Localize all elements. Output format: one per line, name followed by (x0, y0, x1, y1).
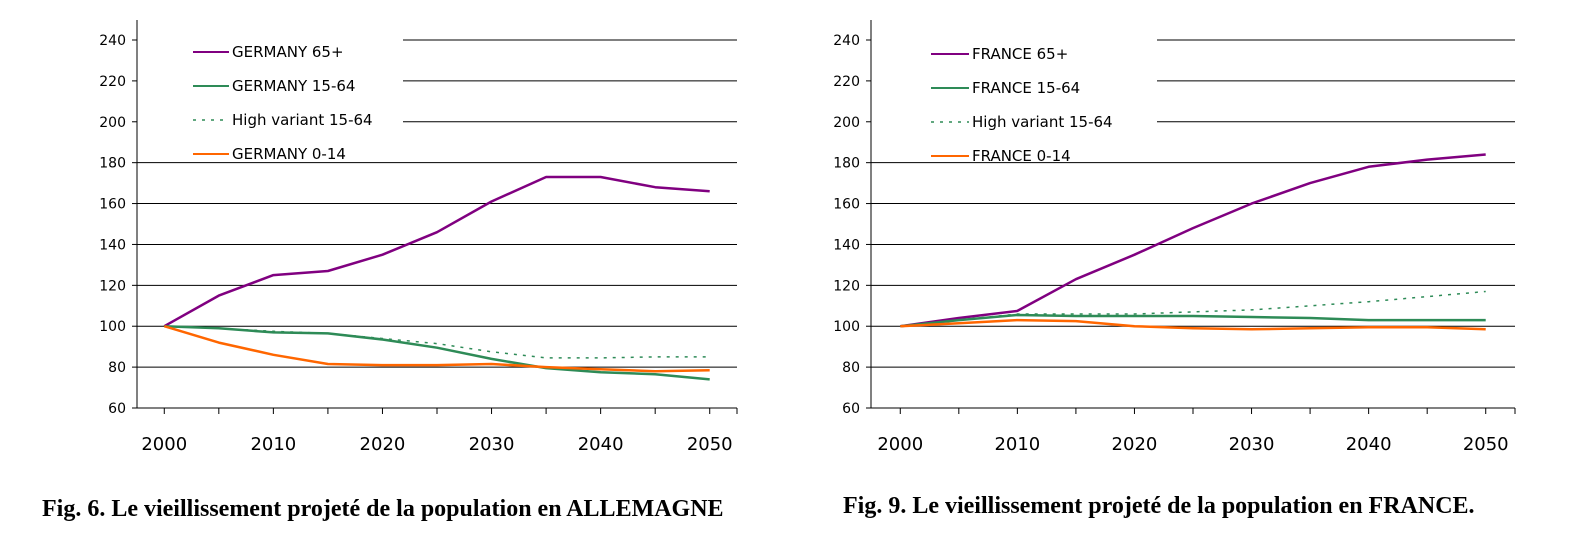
series-line-4 (900, 318, 1486, 331)
legend-label: GERMANY 65+ (232, 43, 344, 61)
y-tick-label: 180 (833, 156, 860, 172)
y-tick-label: 60 (842, 401, 860, 417)
x-tick-label: 2000 (877, 434, 923, 455)
y-tick-label: 180 (99, 156, 126, 172)
x-tick-label: 2050 (1463, 434, 1509, 455)
y-tick-label: 120 (99, 278, 126, 294)
x-tick-label: 2010 (250, 434, 296, 455)
legend-label: FRANCE 15-64 (972, 79, 1080, 97)
chart-2: 60 80 100 120 140 160 180 200 220 240 2000 2010 2020… (833, 20, 1516, 519)
x-tick-label: 2040 (1346, 434, 1392, 455)
x-tick-label: 2030 (469, 434, 515, 455)
y-tick-label: 160 (99, 197, 126, 213)
y-tick-label: 80 (842, 360, 860, 376)
legend-label: FRANCE 65+ (972, 45, 1068, 63)
figure-caption: Fig. 9. Le vieillissement projeté de la … (843, 493, 1475, 519)
y-tick-label: 100 (833, 319, 860, 335)
y-tick-label: 80 (108, 360, 126, 376)
series-line-3 (900, 290, 1486, 327)
series-line-1 (900, 153, 1486, 328)
legend-label: High variant 15-64 (972, 113, 1113, 131)
chart-1: 60 80 100 120 140 160 180 200 220 240 2000 2010 2020… (42, 20, 738, 522)
y-tick-label: 220 (99, 74, 126, 90)
x-tick-label: 2010 (994, 434, 1040, 455)
y-tick-label: 220 (833, 74, 860, 90)
x-tick-label: 2050 (687, 434, 733, 455)
x-tick-label: 2040 (578, 434, 624, 455)
y-tick-label: 100 (99, 319, 126, 335)
y-tick-label: 200 (833, 115, 860, 131)
y-tick-label: 240 (99, 33, 126, 49)
y-tick-label: 160 (833, 197, 860, 213)
series-line-1 (163, 175, 710, 328)
y-tick-label: 60 (108, 401, 126, 417)
y-tick-label: 120 (833, 278, 860, 294)
y-tick-label: 200 (99, 115, 126, 131)
x-tick-label: 2020 (1112, 434, 1158, 455)
series-line-3 (164, 325, 710, 359)
legend-label: FRANCE 0-14 (972, 147, 1071, 165)
legend-label: GERMANY 15-64 (232, 77, 355, 95)
legend-label: GERMANY 0-14 (232, 145, 346, 163)
legend-label: High variant 15-64 (232, 111, 373, 129)
x-tick-label: 2020 (360, 434, 406, 455)
y-tick-label: 240 (833, 33, 860, 49)
y-tick-label: 140 (99, 237, 126, 253)
series-line-4 (163, 325, 710, 373)
x-tick-label: 2030 (1229, 434, 1275, 455)
y-tick-label: 140 (833, 237, 860, 253)
series-line-2 (900, 313, 1486, 328)
x-tick-label: 2000 (141, 434, 187, 455)
figure-caption: Fig. 6. Le vieillissement projeté de la … (42, 496, 724, 522)
